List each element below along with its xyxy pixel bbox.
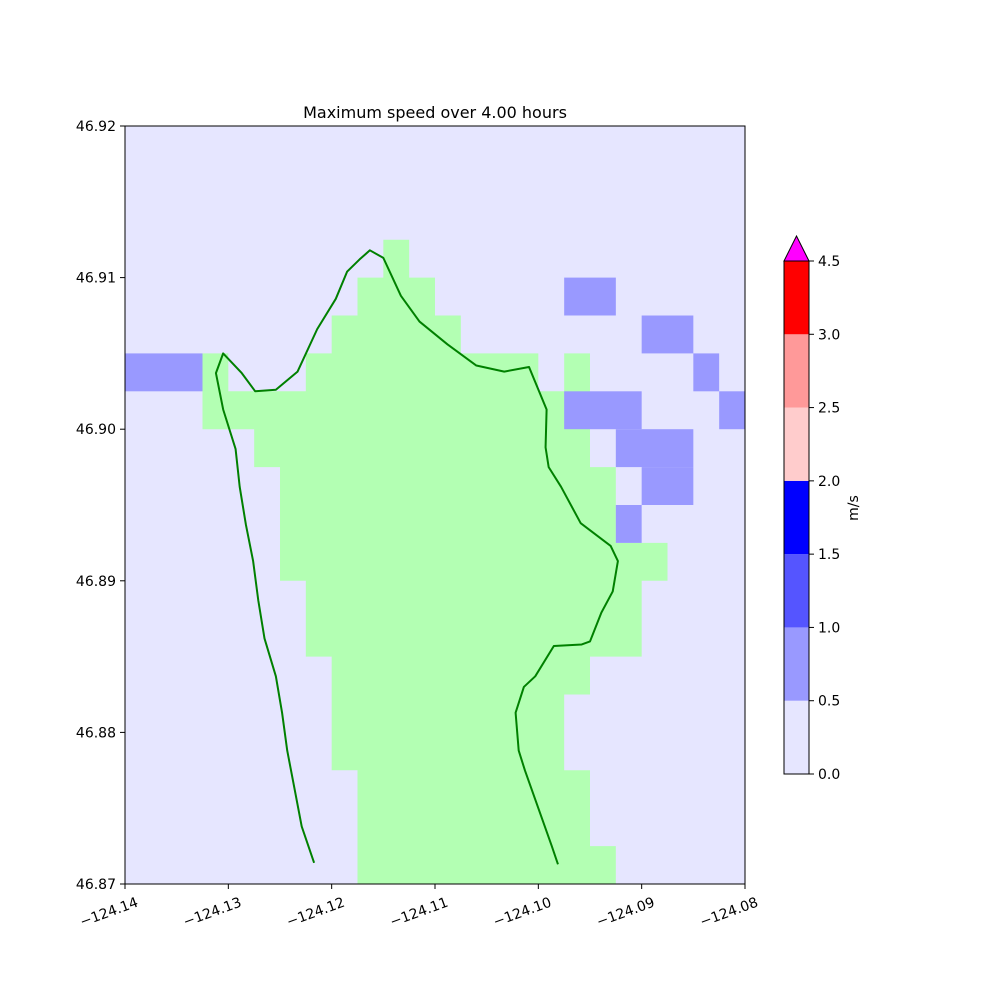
x-tick-label: −124.14	[78, 895, 141, 931]
colorbar-tick-label: 1.0	[818, 620, 840, 636]
y-tick-label: 46.89	[76, 574, 116, 590]
x-axis: −124.14 −124.13 −124.12 −124.11 −124.10 −124.…	[78, 884, 761, 931]
speed-cell	[125, 353, 203, 392]
colorbar-tick-label: 1.5	[818, 547, 840, 563]
y-tick-label: 46.91	[76, 271, 116, 287]
x-tick-label: −124.10	[491, 895, 554, 931]
speed-cell	[719, 391, 745, 430]
colorbar-frame	[783, 260, 810, 775]
colorbar-tick-label: 0.5	[818, 694, 840, 710]
colorbar-extend-arrow	[783, 234, 810, 262]
colorbar-tick-label: 2.5	[818, 401, 840, 417]
colorbar-label: m/s	[846, 495, 862, 521]
land-layer	[202, 239, 668, 884]
speed-cell	[641, 315, 694, 354]
colorbar-level	[784, 407, 809, 481]
colorbar-level	[784, 700, 809, 774]
colorbar-level	[784, 554, 809, 628]
colorbar-level	[784, 261, 809, 335]
colorbar-level	[784, 334, 809, 408]
map-plot-area	[124, 125, 746, 885]
x-tick-label: −124.12	[285, 895, 348, 931]
colorbar: 0.0 0.5 1.0 1.5 2.0 2.5 3.0 4.5 m/s	[783, 234, 862, 783]
y-tick-label: 46.87	[76, 877, 116, 893]
x-tick-label: −124.11	[388, 895, 451, 931]
coastline-layer	[214, 249, 619, 865]
colorbar-level	[784, 480, 809, 555]
colorbar-tick-label: 4.5	[818, 254, 840, 270]
colorbar-ticks: 0.0 0.5 1.0 1.5 2.0 2.5 3.0 4.5	[809, 254, 840, 783]
colorbar-tick-label: 2.0	[818, 474, 840, 490]
colorbar-levels	[783, 234, 810, 775]
coastline	[214, 249, 619, 865]
x-tick-label: −124.08	[698, 895, 761, 931]
x-tick-label: −124.13	[181, 895, 244, 931]
x-tick-label: −124.09	[595, 895, 658, 931]
speed-cell	[615, 429, 694, 468]
colorbar-tick-label: 0.0	[818, 767, 840, 783]
land-area	[202, 239, 668, 884]
speed-cell	[615, 505, 642, 543]
y-tick-label: 46.92	[76, 119, 116, 135]
speed-cell	[693, 353, 720, 392]
y-tick-label: 46.88	[76, 725, 116, 741]
speed-cell	[564, 391, 642, 430]
y-tick-label: 46.90	[76, 422, 116, 438]
speed-cell	[641, 467, 694, 505]
chart-title: Maximum speed over 4.00 hours	[303, 103, 567, 122]
colorbar-level	[784, 627, 809, 701]
colorbar-tick-label: 3.0	[818, 327, 840, 343]
speed-cells-layer	[125, 277, 745, 543]
speed-cell	[564, 277, 616, 316]
y-axis: 46.87 46.88 46.89 46.90 46.91 46.92	[76, 119, 125, 893]
